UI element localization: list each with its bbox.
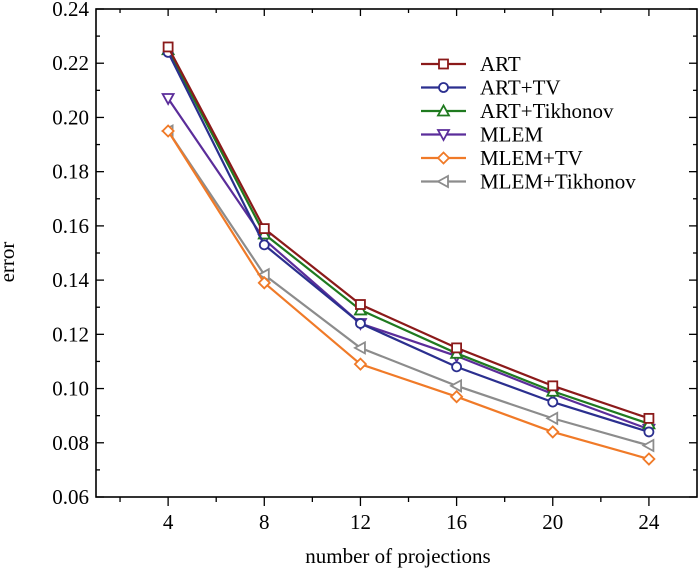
data-point-art-tv	[258, 239, 270, 251]
data-point-art	[547, 380, 559, 392]
y-tick-label: 0.10	[52, 377, 89, 401]
data-point-art	[258, 223, 270, 235]
data-point-mlem-tv	[642, 452, 656, 466]
x-tick-label: 8	[259, 510, 270, 534]
x-tick-label: 20	[542, 510, 563, 534]
series-line-mlem	[167, 97, 650, 431]
legend-marker-art-tv	[438, 82, 449, 93]
data-point-mlem-tikhonov	[545, 411, 559, 426]
data-point-mlem	[161, 93, 176, 106]
data-point-art-tv	[547, 396, 559, 408]
data-point-art	[643, 412, 655, 424]
legend-label-art-tikhonov: ART+Tikhonov	[480, 99, 614, 123]
legend-item-mlem: MLEM	[421, 123, 543, 147]
legend-marker-art-tikhonov	[436, 103, 451, 117]
x-axis-title: number of projections	[305, 544, 490, 568]
series-line-mlem-tv	[167, 130, 650, 461]
axes: 0.06 0.08 0.10 0.12 0.14 0.16 0.18 0.20 0.22 0.24…	[52, 0, 698, 534]
legend-label-mlem-tv: MLEM+TV	[480, 146, 583, 170]
series-line-mlem-tikhonov	[167, 130, 650, 447]
legend-item-art: ART	[421, 52, 521, 76]
y-tick-label: 0.08	[52, 431, 89, 455]
series-mlem-tv	[161, 124, 656, 466]
x-tick-label: 24	[638, 510, 660, 534]
y-tick-label: 0.20	[52, 105, 89, 129]
y-axis-title: error	[0, 242, 19, 283]
series-art-tv	[162, 46, 655, 438]
y-tick-label: 0.06	[52, 485, 89, 509]
legend-item-art-tikhonov: ART+Tikhonov	[421, 99, 614, 123]
legend-item-mlem-tv: MLEM+TV	[421, 146, 583, 170]
y-tick-label: 0.16	[52, 214, 89, 238]
data-point-mlem-tv	[353, 357, 368, 371]
legend-label-art-tv: ART+TV	[480, 76, 561, 100]
x-tick-label: 4	[163, 510, 174, 534]
data-point-mlem-tv	[257, 276, 272, 290]
x-tick-label: 12	[350, 510, 371, 534]
legend-label-mlem-tikhonov: MLEM+Tikhonov	[480, 170, 636, 194]
data-point-mlem-tv	[545, 425, 560, 439]
legend-marker-art	[438, 58, 449, 70]
data-point-art	[162, 41, 174, 53]
data-point-mlem-tikhonov	[353, 340, 366, 355]
data-point-mlem-tikhonov	[641, 438, 655, 453]
legend: ARTART+TVART+TikhonovMLEMMLEM+TVMLEM+Tik…	[421, 52, 636, 194]
y-tick-label: 0.18	[52, 160, 89, 184]
data-point-mlem-tikhonov	[449, 378, 463, 393]
series-layer	[160, 41, 656, 466]
data-point-mlem-tv	[161, 124, 175, 138]
series-art	[162, 41, 655, 424]
series-line-art	[167, 46, 650, 420]
y-tick-label: 0.12	[52, 322, 89, 346]
data-point-art	[451, 342, 463, 354]
legend-item-mlem-tikhonov: MLEM+Tikhonov	[421, 170, 636, 194]
legend-marker-mlem	[436, 129, 451, 142]
data-point-mlem-tv	[449, 389, 464, 404]
series-line-art-tv	[167, 51, 650, 433]
legend-item-art-tv: ART+TV	[421, 76, 561, 100]
y-tick-label: 0.22	[52, 51, 89, 75]
y-tick-label: 0.14	[52, 268, 89, 292]
data-point-art	[355, 299, 366, 310]
series-line-art-tikhonov	[167, 49, 650, 425]
legend-label-mlem: MLEM	[480, 123, 543, 147]
legend-label-art: ART	[480, 52, 521, 76]
legend-marker-mlem-tv	[436, 151, 451, 165]
data-point-art-tv	[451, 361, 463, 373]
data-point-art-tv	[643, 426, 655, 438]
y-tick-label: 0.24	[52, 0, 89, 21]
legend-marker-mlem-tikhonov	[436, 174, 449, 189]
data-point-art-tv	[355, 318, 366, 329]
x-tick-label: 16	[446, 510, 467, 534]
